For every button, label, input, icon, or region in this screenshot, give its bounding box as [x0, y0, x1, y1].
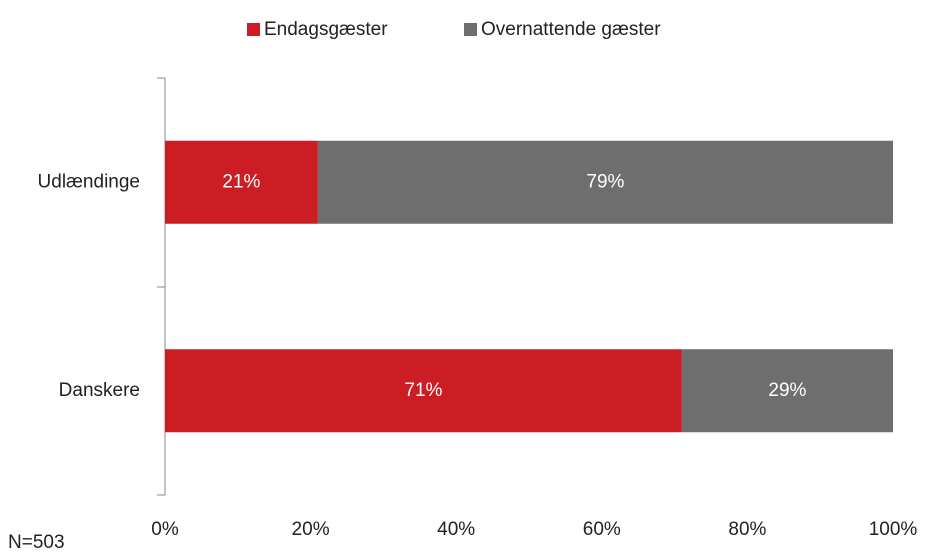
data-label: 79% — [586, 171, 624, 192]
legend-label: Endagsgæster — [264, 19, 388, 40]
x-tick-label: 20% — [292, 519, 330, 540]
bar-segment — [165, 140, 318, 224]
bar-segment — [317, 140, 893, 224]
x-tick-label: 100% — [869, 519, 918, 540]
data-label: 21% — [222, 171, 260, 192]
legend-swatch — [464, 23, 477, 36]
data-label: 71% — [404, 380, 442, 401]
legend-swatch — [247, 23, 260, 36]
x-tick-label: 40% — [437, 519, 475, 540]
legend-label: Overnattende gæster — [481, 19, 661, 40]
y-tick-label: Danskere — [59, 380, 140, 401]
x-tick-label: 60% — [583, 519, 621, 540]
y-tick-label: Udlændinge — [38, 171, 140, 192]
bar-segment — [681, 349, 893, 433]
bar-segment — [165, 349, 682, 433]
x-tick-label: 0% — [151, 519, 179, 540]
x-tick-label: 80% — [728, 519, 766, 540]
annotation: N=503 — [8, 532, 65, 553]
data-label: 29% — [768, 380, 806, 401]
